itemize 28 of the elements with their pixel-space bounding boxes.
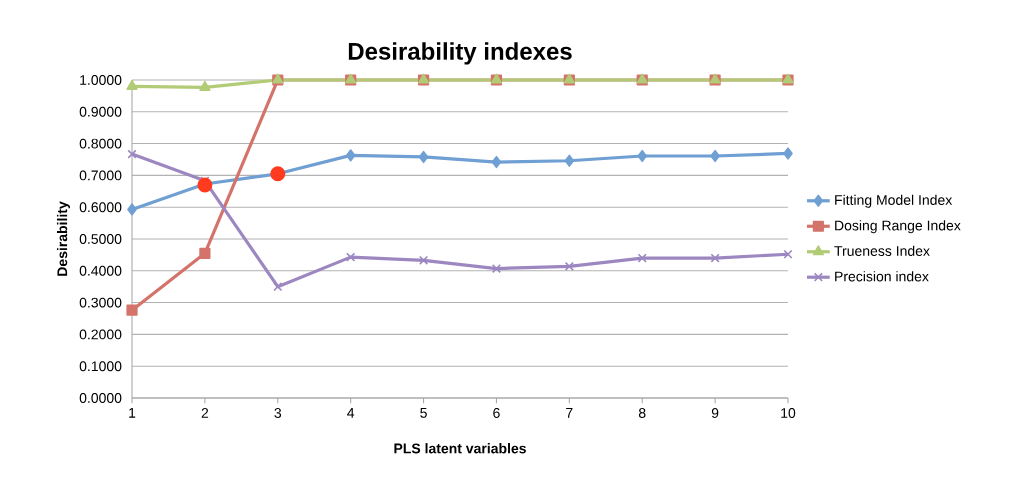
y-tick-label: 0.2000 bbox=[79, 329, 122, 340]
x-tick-label: 5 bbox=[420, 408, 427, 418]
legend-label: Trueness Index bbox=[834, 245, 930, 256]
x-tick-label: 9 bbox=[711, 408, 719, 418]
y-tick-label: 0.7000 bbox=[79, 170, 122, 181]
x-tick-label: 3 bbox=[274, 408, 282, 418]
y-tick-label: 1.0000 bbox=[80, 75, 122, 85]
y-axis-title: Desirability bbox=[56, 201, 70, 276]
y-tick-label: 0.8000 bbox=[79, 138, 122, 149]
x-tick-label: 4 bbox=[347, 408, 355, 418]
legend-label: Precision index bbox=[835, 271, 929, 282]
y-tick-label: 0.6000 bbox=[79, 202, 122, 213]
x-tick-label: 2 bbox=[201, 408, 209, 418]
y-tick-label: 0.9000 bbox=[79, 106, 122, 117]
x-tick-label: 7 bbox=[566, 408, 573, 418]
chart-title: Desirability indexes bbox=[348, 42, 572, 65]
y-tick-label: 0.4000 bbox=[79, 265, 122, 276]
y-tick-label: 0.5000 bbox=[79, 234, 122, 244]
legend-label: Fitting Model Index bbox=[835, 194, 953, 208]
y-tick-label: 0.3000 bbox=[79, 297, 122, 308]
x-axis-title: PLS latent variables bbox=[394, 443, 526, 454]
y-tick-label: 0.1000 bbox=[79, 361, 122, 372]
x-tick-label: 8 bbox=[638, 408, 646, 418]
x-tick-label: 10 bbox=[781, 408, 796, 418]
x-tick-label: 1 bbox=[129, 408, 136, 418]
y-tick-label: 0.0000 bbox=[79, 393, 122, 403]
legend-label: Dosing Range Index bbox=[835, 220, 961, 234]
x-tick-label: 6 bbox=[493, 408, 500, 418]
